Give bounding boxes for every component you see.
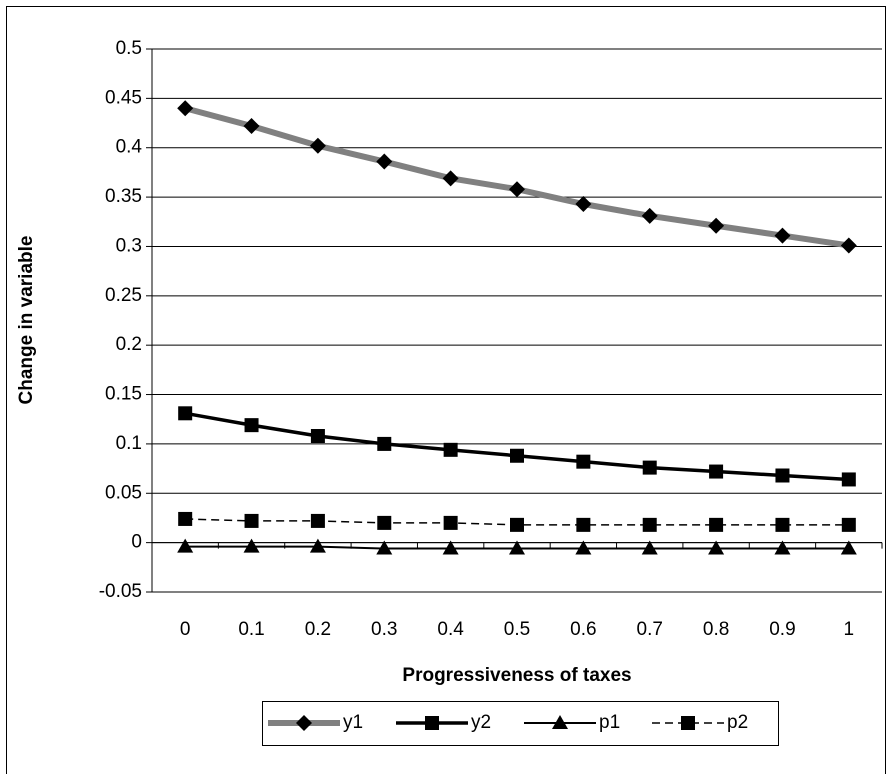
marker: [425, 716, 439, 730]
marker: [296, 715, 312, 731]
y-axis-title: Change in variable: [16, 236, 37, 405]
marker: [177, 100, 194, 117]
marker: [310, 513, 325, 528]
marker: [442, 170, 459, 187]
marker: [642, 517, 657, 532]
marker: [244, 418, 259, 433]
marker: [775, 517, 790, 532]
y-tick-label: 0.45: [105, 87, 142, 108]
marker: [310, 429, 325, 444]
marker: [576, 454, 591, 469]
y-tick-label: 0.25: [105, 285, 142, 306]
x-tick-label: 1: [844, 619, 855, 640]
x-tick-label: 0.5: [504, 619, 530, 640]
marker: [509, 181, 525, 198]
marker: [775, 468, 790, 483]
marker: [443, 515, 458, 530]
y-tick-label: 0.05: [105, 482, 142, 503]
marker: [552, 715, 568, 729]
y-tick-label: 0.15: [105, 384, 142, 405]
y-tick-label: 0.1: [116, 433, 142, 454]
legend-label: p1: [599, 712, 620, 733]
marker: [641, 540, 658, 555]
marker: [841, 517, 856, 532]
marker: [177, 538, 194, 553]
x-tick-label: 0.9: [769, 619, 795, 640]
marker: [309, 137, 326, 154]
x-tick-label: 0: [180, 619, 191, 640]
marker: [309, 538, 326, 553]
marker: [840, 237, 857, 254]
marker: [641, 207, 658, 224]
marker: [376, 153, 393, 170]
x-tick-label: 0.8: [703, 619, 729, 640]
legend-label: y1: [343, 712, 363, 733]
y-tick-label: 0.2: [116, 334, 142, 355]
x-tick-label: 0.6: [570, 619, 596, 640]
chart-frame: [6, 6, 886, 774]
marker: [840, 540, 857, 555]
marker: [442, 540, 459, 555]
x-tick-label: 0.2: [305, 619, 331, 640]
marker: [243, 118, 260, 135]
marker: [681, 716, 695, 730]
legend-label: y2: [471, 712, 491, 733]
legend: y1 y2 p1 p2: [262, 701, 779, 746]
y-tick-label: 0.4: [116, 137, 143, 158]
y-tick-label: -0.05: [99, 581, 142, 602]
marker: [376, 540, 393, 555]
x-tick-label: 0.7: [637, 619, 663, 640]
marker: [841, 472, 856, 487]
marker: [774, 540, 791, 555]
y-tick-label: 0.3: [116, 235, 142, 256]
marker: [510, 448, 524, 463]
marker: [709, 517, 724, 532]
marker: [509, 540, 525, 555]
x-axis-title: Progressiveness of taxes: [402, 665, 631, 686]
x-tick-label: 0.1: [238, 619, 264, 640]
y-tick-label: 0: [131, 532, 142, 553]
marker: [443, 442, 458, 457]
marker: [774, 227, 791, 244]
y-tick-label: 0.5: [116, 38, 142, 59]
marker: [576, 517, 591, 532]
marker: [244, 513, 259, 528]
marker: [178, 511, 193, 526]
marker: [377, 515, 392, 530]
marker: [708, 540, 725, 555]
y-tick-label: 0.35: [105, 186, 142, 207]
marker: [708, 217, 725, 234]
x-tick-label: 0.4: [437, 619, 464, 640]
marker: [377, 436, 392, 451]
marker: [575, 196, 592, 213]
marker: [575, 540, 592, 555]
marker: [178, 406, 193, 421]
marker: [243, 538, 260, 553]
marker: [709, 464, 724, 479]
x-tick-label: 0.3: [371, 619, 397, 640]
marker: [642, 460, 657, 475]
legend-label: p2: [727, 712, 748, 733]
marker: [510, 517, 524, 532]
